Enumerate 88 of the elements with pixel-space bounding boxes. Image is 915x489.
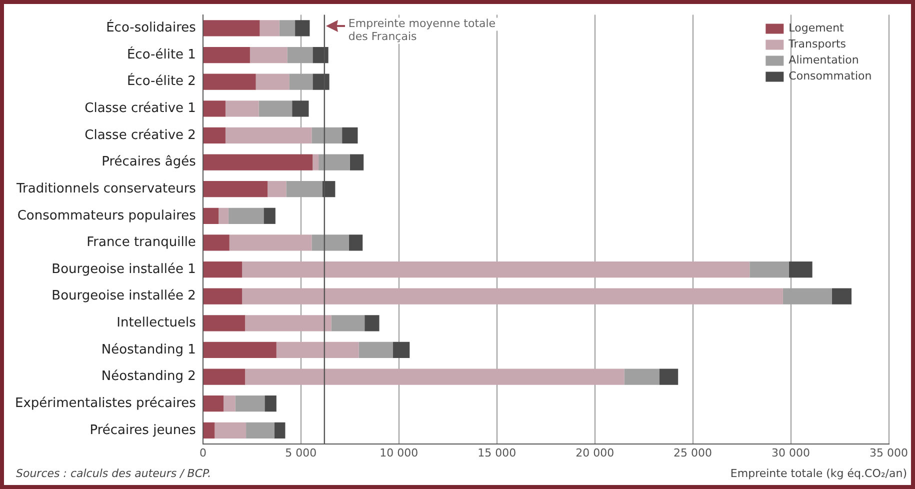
bar <box>624 368 660 385</box>
bar <box>750 261 789 278</box>
bar <box>203 315 246 332</box>
bar <box>203 342 276 358</box>
y-tick-label: Classe créative 1 <box>84 101 196 116</box>
bar <box>832 288 852 304</box>
bar <box>203 368 246 385</box>
legend-label: Alimentation <box>788 54 859 67</box>
bar <box>214 422 246 438</box>
bar <box>242 261 750 278</box>
bar <box>788 261 812 278</box>
bar <box>203 261 242 278</box>
x-tick-label: 25 000 <box>674 446 712 460</box>
y-tick-label: Classe créative 2 <box>84 128 196 143</box>
bar <box>203 20 260 36</box>
bar <box>245 368 624 385</box>
bar <box>246 422 274 438</box>
y-tick-label: Consommateurs populaires <box>17 208 196 224</box>
x-tick-label: 0 <box>199 446 206 460</box>
bar <box>274 422 286 438</box>
x-tick-label: 35 000 <box>870 446 908 460</box>
legend-label: Consommation <box>788 70 872 83</box>
bar <box>348 234 363 251</box>
y-tick-label: Expérimentalistes précaires <box>14 396 196 411</box>
y-tick-label: Intellectuels <box>116 316 196 331</box>
bar <box>393 342 410 358</box>
bar <box>203 396 224 412</box>
bar <box>250 46 288 64</box>
y-tick-label: Précaires jeunes <box>90 422 196 438</box>
legend-label: Transports <box>788 38 846 51</box>
bar <box>242 288 783 304</box>
bar <box>364 315 380 332</box>
bar <box>268 181 286 198</box>
ref-line-label: Empreinte moyenne totale des Français <box>348 17 496 44</box>
y-tick-label: Précaires âgés <box>102 154 196 170</box>
y-tick-label: Traditionnels conservateurs <box>16 181 196 196</box>
bar <box>225 127 312 144</box>
bar <box>342 127 358 144</box>
bar <box>331 315 365 332</box>
bar <box>203 288 242 304</box>
x-axis-title: Empreinte totale (kg éq.CO₂/an) <box>730 467 907 480</box>
bar <box>203 127 226 144</box>
x-tick-label: 15 000 <box>478 446 516 460</box>
bar <box>203 181 268 198</box>
bar <box>245 315 332 332</box>
x-tick-label: 10 000 <box>380 446 418 460</box>
bar <box>225 100 259 117</box>
bar <box>203 46 250 64</box>
bar <box>312 154 319 170</box>
y-tick-label: Éco-élite 1 <box>126 45 196 62</box>
bar <box>203 74 256 90</box>
bar <box>318 154 350 170</box>
legend-label: Logement <box>788 22 845 35</box>
bar <box>228 208 264 224</box>
bar <box>229 234 312 251</box>
bar <box>224 396 236 412</box>
bar <box>276 342 359 358</box>
y-tick-label: Néostanding 2 <box>101 369 196 384</box>
y-tick-label: Éco-élite 2 <box>126 72 196 90</box>
y-tick-label: Bourgeoise installée 1 <box>52 262 196 277</box>
bar <box>350 154 364 170</box>
x-tick-label: 20 000 <box>576 446 614 460</box>
bar <box>312 127 342 144</box>
bar <box>358 342 394 358</box>
x-tick-label: 5 000 <box>285 446 317 460</box>
bar <box>203 234 230 251</box>
bar <box>264 208 276 224</box>
y-tick-label: Éco-solidaires <box>106 18 196 36</box>
bar <box>203 422 215 438</box>
bar <box>203 208 219 224</box>
bar <box>292 100 309 117</box>
bar <box>258 100 292 117</box>
bar <box>260 20 280 36</box>
bar <box>659 368 678 385</box>
bar <box>203 154 313 170</box>
y-tick-label: Bourgeoise installée 2 <box>52 288 196 304</box>
bar <box>218 208 228 224</box>
bar <box>256 74 290 90</box>
y-tick-label: France tranquille <box>86 235 196 250</box>
bar <box>235 396 265 412</box>
bar <box>279 20 296 36</box>
bar <box>295 20 310 36</box>
bar <box>312 234 349 251</box>
bar <box>203 100 226 117</box>
source-note: Sources : calculs des auteurs / BCP. <box>16 467 212 480</box>
y-tick-label: Néostanding 1 <box>101 342 196 358</box>
bar <box>264 396 276 412</box>
x-tick-label: 30 000 <box>772 446 810 460</box>
